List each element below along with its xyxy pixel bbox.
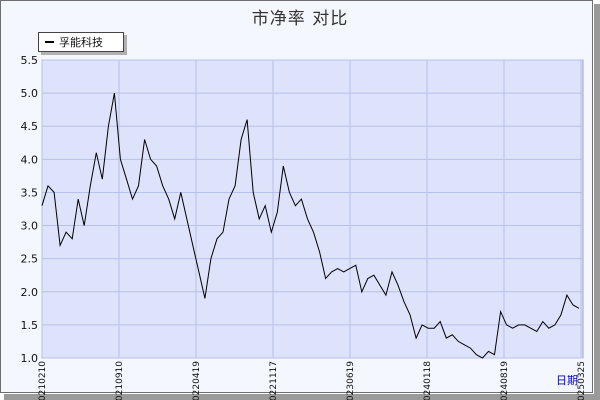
y-tick-label: 5.5 bbox=[21, 54, 39, 67]
y-tick-label: 3.5 bbox=[21, 186, 39, 199]
chart-title: 市净率 对比 bbox=[251, 9, 349, 29]
grid-lines bbox=[41, 59, 583, 359]
panel-shadow-bottom bbox=[4, 394, 600, 400]
y-tick-label: 5.0 bbox=[21, 87, 39, 100]
y-tick-label: 1.5 bbox=[21, 319, 39, 332]
x-tick-label: 20240819 bbox=[500, 361, 510, 400]
x-tick-label: 20240118 bbox=[423, 361, 433, 400]
y-tick-label: 4.5 bbox=[21, 120, 39, 133]
x-tick-label: 20210210 bbox=[38, 361, 48, 400]
series-line-funeng bbox=[41, 93, 580, 359]
x-tick-label: 20210910 bbox=[115, 361, 125, 400]
panel-shadow-right bbox=[594, 4, 600, 400]
x-tick-label: 20250325 bbox=[577, 361, 587, 400]
y-tick-label: 1.0 bbox=[21, 352, 39, 365]
legend-line-swatch bbox=[45, 41, 54, 43]
y-tick-label: 4.0 bbox=[21, 153, 39, 166]
legend-series-label: 孚能科技 bbox=[59, 36, 103, 49]
y-tick-label: 3.0 bbox=[21, 220, 39, 233]
x-tick-label: 20221117 bbox=[269, 361, 279, 400]
y-axis-ticks: 1.0 1.5 2.0 2.5 3.0 3.5 4.0 4.5 5.0 5.5 bbox=[21, 54, 39, 365]
x-tick-label: 20220419 bbox=[192, 361, 202, 400]
legend: 孚能科技 bbox=[38, 32, 124, 52]
x-tick-label: 20230619 bbox=[346, 361, 356, 400]
y-tick-label: 2.0 bbox=[21, 286, 39, 299]
x-axis-label: 日期 bbox=[556, 374, 578, 387]
x-axis-ticks: 20210210 20210910 20220419 20221117 20230619… bbox=[38, 361, 587, 400]
plot-area bbox=[41, 59, 584, 359]
y-tick-label: 2.5 bbox=[21, 253, 39, 266]
